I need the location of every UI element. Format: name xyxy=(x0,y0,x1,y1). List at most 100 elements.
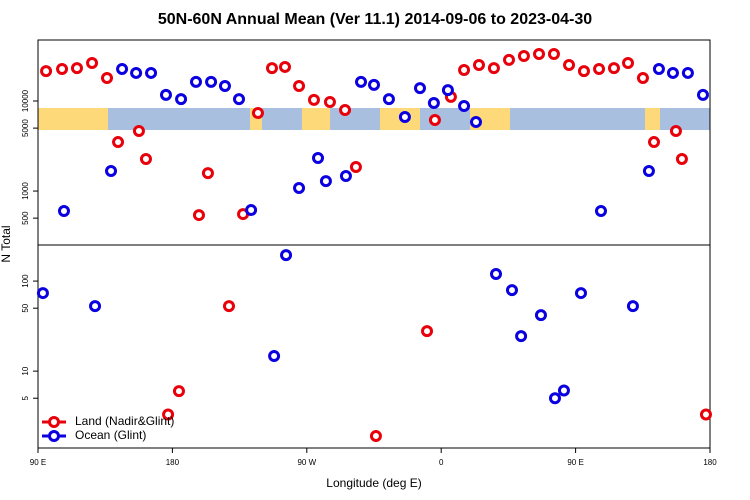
y-tick-label: 1000 xyxy=(21,182,30,200)
y-tick-label: 50 xyxy=(21,303,30,312)
point xyxy=(626,300,639,313)
point xyxy=(245,204,258,217)
point xyxy=(266,62,279,75)
point xyxy=(593,62,606,75)
point xyxy=(669,125,682,138)
point xyxy=(458,64,471,77)
point xyxy=(490,267,503,280)
point xyxy=(205,75,218,88)
point xyxy=(548,392,561,405)
y-tick-label: 100 xyxy=(21,274,30,288)
point xyxy=(278,60,291,73)
point xyxy=(132,125,145,138)
point xyxy=(666,66,679,79)
point xyxy=(36,287,49,300)
point xyxy=(189,75,202,88)
point xyxy=(642,164,655,177)
legend-label: Land (Nadir&Glint) xyxy=(75,414,174,428)
point xyxy=(268,350,281,363)
x-tick-label: 180 xyxy=(703,458,717,467)
point xyxy=(40,65,53,78)
point xyxy=(534,309,547,322)
x-tick-label: 90 W xyxy=(297,458,316,467)
point xyxy=(162,408,175,421)
point xyxy=(675,152,688,165)
x-axis-label: Longitude (deg E) xyxy=(326,476,421,490)
point xyxy=(339,169,352,182)
x-tick-label: 180 xyxy=(166,458,180,467)
point xyxy=(293,79,306,92)
point xyxy=(116,62,129,75)
point xyxy=(159,88,172,101)
legend-marker xyxy=(48,416,60,428)
point xyxy=(130,66,143,79)
point xyxy=(86,57,99,70)
y-tick-label: 5000 xyxy=(21,119,30,137)
point xyxy=(70,62,83,75)
point xyxy=(319,175,332,188)
point xyxy=(622,57,635,70)
point xyxy=(233,93,246,106)
point xyxy=(145,66,158,79)
point xyxy=(636,72,649,85)
point xyxy=(222,300,235,313)
y-axis-label: N Total xyxy=(0,225,13,262)
point xyxy=(557,384,570,397)
series xyxy=(36,62,709,405)
point xyxy=(594,205,607,218)
point xyxy=(428,114,441,127)
point xyxy=(472,59,485,72)
point xyxy=(574,287,587,300)
point xyxy=(427,97,440,110)
point xyxy=(577,65,590,78)
y-tick-label: 10 xyxy=(21,366,30,375)
point xyxy=(413,82,426,95)
point xyxy=(312,151,324,164)
point xyxy=(487,62,500,75)
point xyxy=(293,182,306,195)
point xyxy=(458,100,471,113)
point xyxy=(398,111,411,124)
plot-frame xyxy=(37,39,711,449)
point xyxy=(201,167,214,180)
point xyxy=(563,59,576,72)
point xyxy=(192,209,205,222)
point xyxy=(100,72,113,85)
y-tick-label: 5 xyxy=(21,395,30,400)
x-tick-label: 90 E xyxy=(30,458,46,467)
point xyxy=(469,116,482,129)
point xyxy=(696,88,709,101)
point xyxy=(368,78,380,91)
point xyxy=(382,93,395,106)
legend-marker xyxy=(48,430,60,442)
point xyxy=(505,284,518,297)
point xyxy=(112,136,125,149)
x-tick-label: 0 xyxy=(439,458,444,467)
point xyxy=(280,249,293,262)
point xyxy=(105,164,118,177)
point xyxy=(172,385,185,398)
point xyxy=(139,152,152,165)
point xyxy=(502,53,515,66)
chart-title: 50N-60N Annual Mean (Ver 11.1) 2014-09-0… xyxy=(158,11,592,28)
point xyxy=(533,47,546,60)
point xyxy=(89,300,102,313)
point xyxy=(681,66,694,79)
point xyxy=(56,62,69,75)
point xyxy=(369,430,382,443)
y-tick-label: 10000 xyxy=(21,89,30,112)
point xyxy=(323,95,336,108)
point xyxy=(652,62,665,75)
point xyxy=(218,79,231,92)
point xyxy=(57,205,70,218)
point xyxy=(421,325,434,338)
point xyxy=(515,330,528,343)
legend-label: Ocean (Glint) xyxy=(75,428,146,442)
point xyxy=(355,75,368,88)
y-tick-label: 500 xyxy=(21,211,30,225)
point xyxy=(441,84,454,97)
point xyxy=(175,93,188,106)
point xyxy=(607,62,620,75)
point xyxy=(648,136,660,149)
x-tick-label: 90 E xyxy=(567,458,583,467)
